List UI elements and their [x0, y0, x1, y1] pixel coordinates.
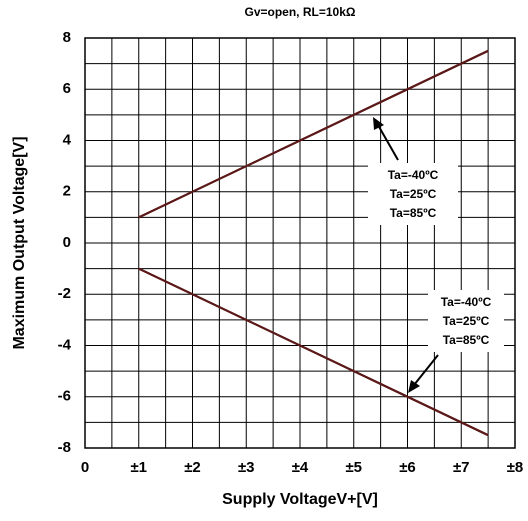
data-line [138, 49, 489, 219]
y-tick-label: 2 [63, 183, 71, 200]
annotation-text: Ta=85ºC [443, 333, 490, 347]
annotation-box [428, 290, 504, 352]
chart-subtitle: Gv=open, RL=10kΩ [245, 5, 356, 19]
annotation: Ta=-40ºC Ta=25ºC Ta=85ºC [408, 290, 504, 393]
y-tick-label: -4 [58, 336, 72, 353]
annotation-text: Ta=25ºC [390, 187, 437, 201]
annotation-text: Ta=25ºC [443, 314, 490, 328]
x-tick-label: ±8 [507, 459, 524, 476]
x-tick-label: ±3 [238, 459, 255, 476]
y-tick-label: 0 [63, 234, 71, 251]
x-tick-label: ±2 [184, 459, 201, 476]
annotation-text: Ta=85ºC [390, 206, 437, 220]
annotation-text: Ta=-40ºC [441, 295, 492, 309]
y-tick-label: -8 [58, 439, 71, 456]
arrow [377, 124, 399, 161]
x-tick-label: ±7 [453, 459, 470, 476]
arrowhead [373, 117, 384, 130]
x-tick-label: 0 [81, 459, 89, 476]
arrow [413, 354, 439, 386]
y-axis-label: Maximum Output Voltage[V] [11, 136, 28, 349]
annotation: Ta=-40ºC Ta=25ºC Ta=85ºC [368, 117, 458, 225]
x-tick-label: ±6 [399, 459, 416, 476]
x-tick-label: ±1 [130, 459, 147, 476]
data-line [138, 267, 489, 437]
x-tick-label: ±4 [292, 459, 309, 476]
y-tick-label: -2 [58, 285, 71, 302]
arrowhead [408, 380, 420, 393]
x-axis-label: Supply VoltageV+[V] [222, 491, 378, 508]
x-tick-label: ±5 [345, 459, 362, 476]
y-tick-label: -6 [58, 388, 71, 405]
y-tick-label: 6 [63, 80, 71, 97]
annotation-box [368, 163, 458, 225]
annotation-text: Ta=-40ºC [388, 168, 439, 182]
y-tick-label: 4 [63, 131, 72, 148]
plot-frame [84, 37, 516, 449]
grid [84, 37, 516, 449]
y-tick-label: 8 [63, 29, 71, 46]
